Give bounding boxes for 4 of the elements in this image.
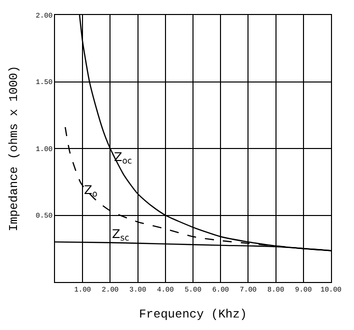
x-axis-title: Frequency (Khz) — [138, 307, 248, 322]
annotation: Z$_{sc}$ — [112, 227, 130, 243]
y-axis-title: Impedance (ohms x 1000) — [7, 66, 22, 232]
annotation: Z$_{o}$ — [84, 183, 98, 199]
